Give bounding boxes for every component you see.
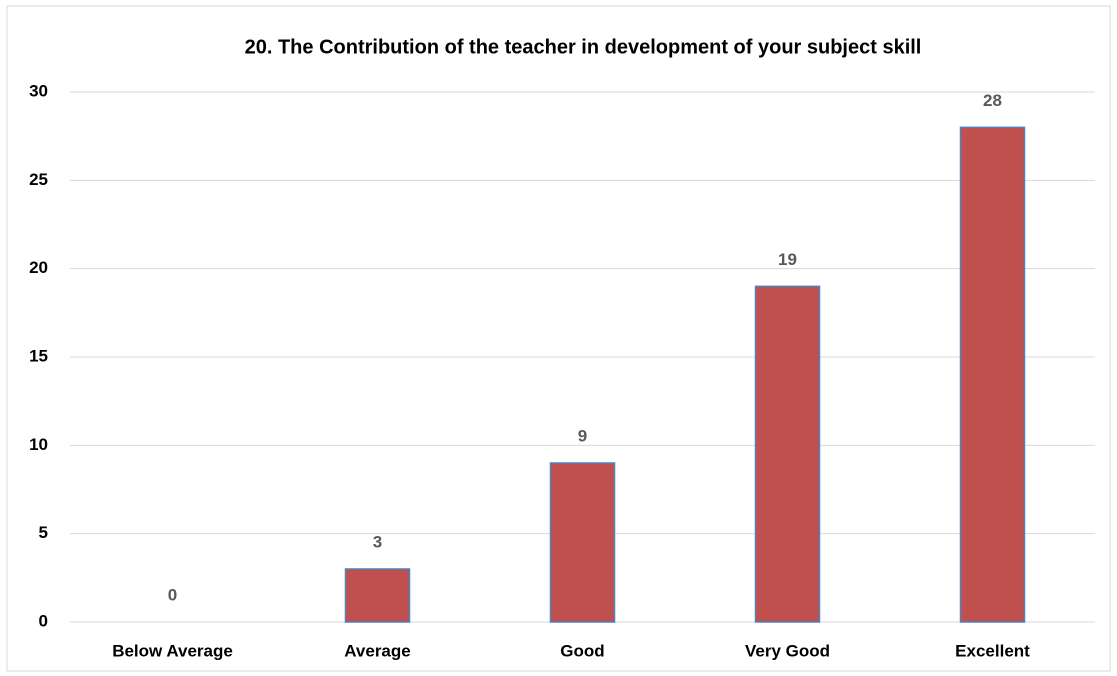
data-label: 19: [778, 250, 797, 269]
bar: [754, 285, 821, 623]
y-tick-label: 15: [29, 346, 48, 365]
x-tick-label: Below Average: [112, 641, 233, 660]
data-label: 3: [373, 532, 382, 551]
x-tick-label: Good: [560, 641, 604, 660]
y-tick-label: 20: [29, 258, 48, 277]
x-tick-label: Excellent: [955, 641, 1030, 660]
bar: [959, 126, 1026, 623]
bar: [549, 462, 616, 623]
bar: [344, 568, 411, 623]
data-label: 0: [168, 585, 177, 604]
y-tick-label: 25: [29, 170, 48, 189]
data-label: 28: [983, 91, 1002, 110]
chart-title: 20. The Contribution of the teacher in d…: [245, 36, 922, 58]
y-tick-label: 10: [29, 435, 48, 454]
data-label: 9: [578, 426, 587, 445]
x-tick-label: Average: [344, 641, 410, 660]
y-tick-label: 30: [29, 81, 48, 100]
y-tick-label: 0: [39, 611, 48, 630]
x-tick-label: Very Good: [745, 641, 830, 660]
y-tick-label: 5: [39, 523, 48, 542]
